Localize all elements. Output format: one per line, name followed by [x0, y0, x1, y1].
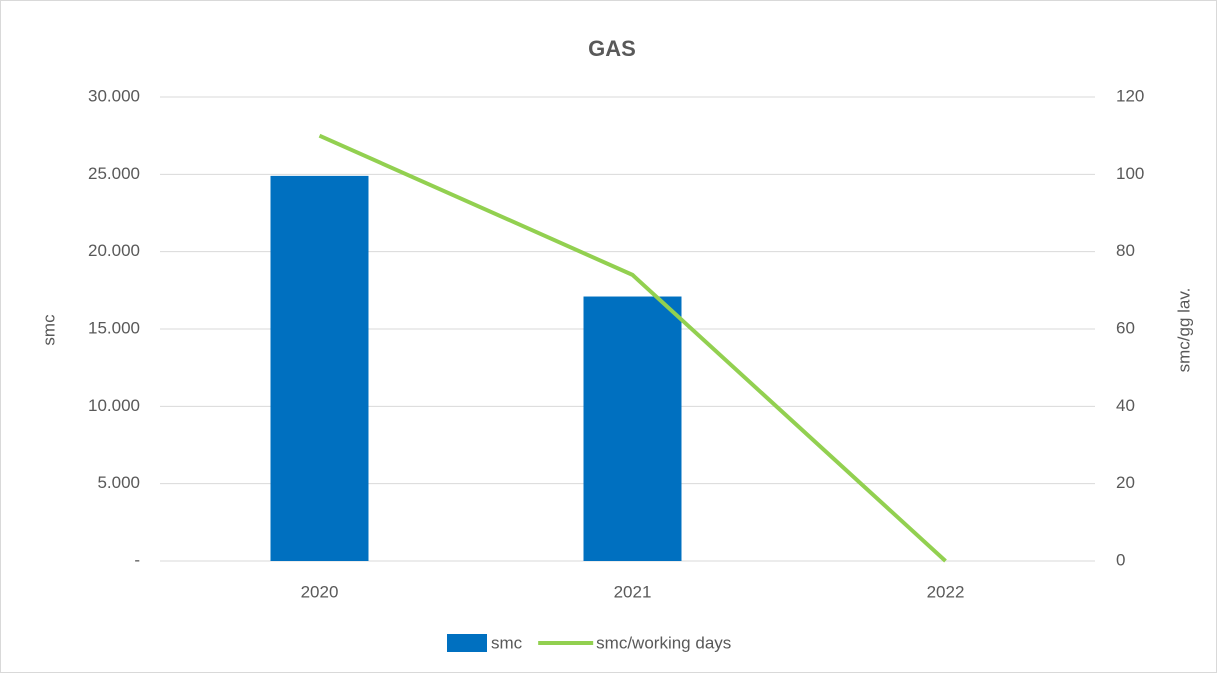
- chart-title: GAS: [588, 36, 636, 61]
- y2-tick-label: 120: [1116, 86, 1144, 105]
- y2-tick-label: 80: [1116, 241, 1135, 260]
- y2-tick-label: 60: [1116, 318, 1135, 337]
- y-tick-label: 10.000: [88, 396, 140, 415]
- x-tick-label: 2021: [614, 582, 652, 601]
- y-tick-label: 25.000: [88, 164, 140, 183]
- legend-label: smc: [491, 633, 523, 652]
- y2-axis-label: smc/gg lav.: [1174, 288, 1193, 373]
- line: [318, 133, 947, 563]
- y2-tick-label: 0: [1116, 550, 1125, 569]
- x-tick-label: 2022: [927, 582, 965, 601]
- legend-label: smc/working days: [596, 633, 731, 652]
- y-axis-label: smc: [39, 314, 58, 346]
- y2-tick-label: 100: [1116, 164, 1144, 183]
- y-tick-label: -: [134, 550, 140, 569]
- y-tick-label: 5.000: [97, 473, 140, 492]
- y2-tick-label: 40: [1116, 396, 1135, 415]
- bar: [583, 296, 682, 561]
- y-tick-label: 30.000: [88, 86, 140, 105]
- y-tick-label: 15.000: [88, 318, 140, 337]
- x-tick-label: 2020: [301, 582, 339, 601]
- legend-swatch: [447, 634, 487, 652]
- bar: [270, 175, 369, 561]
- y2-tick-label: 20: [1116, 473, 1135, 492]
- y-tick-label: 20.000: [88, 241, 140, 260]
